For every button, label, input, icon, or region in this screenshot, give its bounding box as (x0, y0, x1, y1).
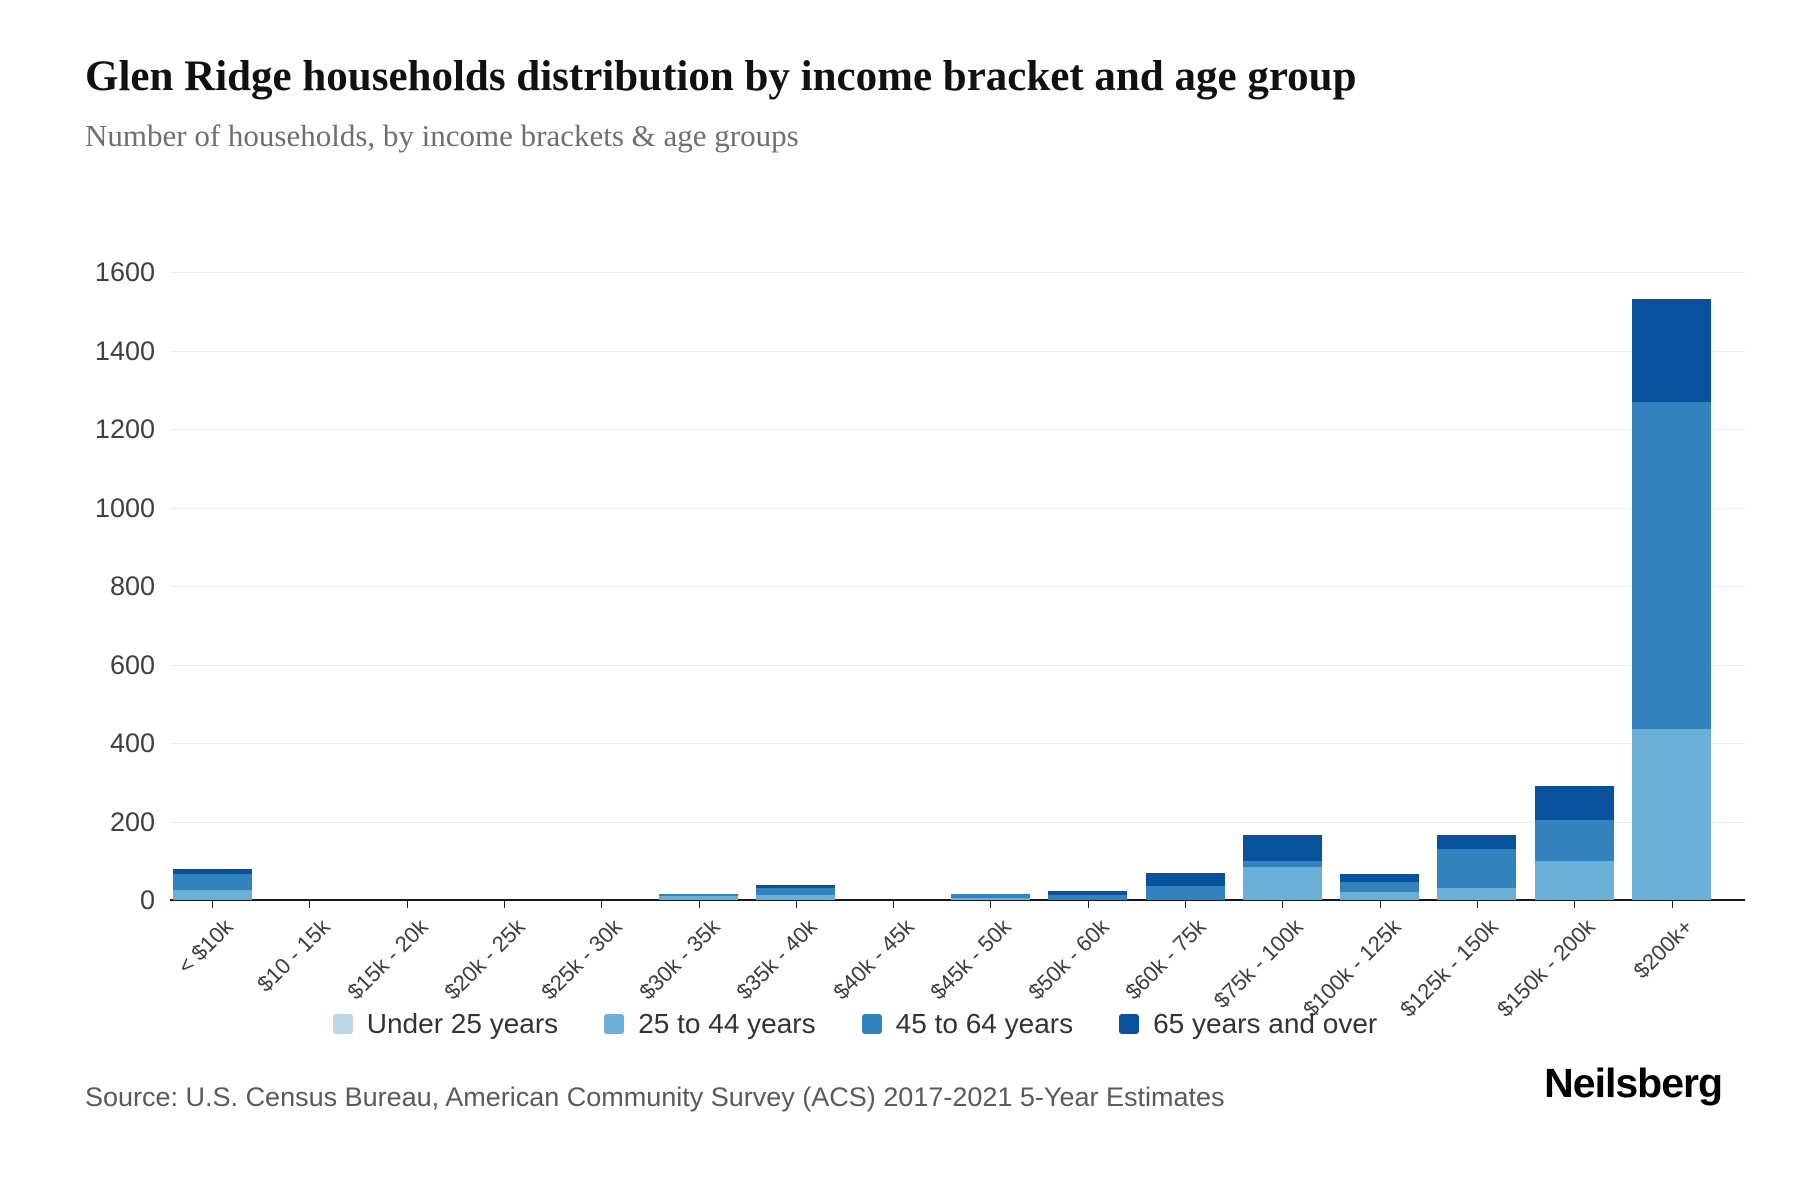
x-tick-label: < $10k (172, 914, 238, 979)
bar-segment[interactable] (172, 874, 252, 891)
bar-segment[interactable] (1145, 872, 1225, 887)
x-tick-label: $20k - 25k (439, 914, 530, 1005)
bar-segment[interactable] (1340, 874, 1420, 883)
legend-item[interactable]: 25 to 44 years (604, 1008, 816, 1040)
bar-segment[interactable] (1048, 895, 1128, 900)
y-tick-label: 1200 (94, 414, 155, 444)
x-tick-mark (1476, 900, 1478, 908)
legend-swatch-icon (861, 1014, 882, 1034)
y-gridline (170, 507, 1745, 509)
x-tick-mark (990, 900, 992, 908)
bar-segment[interactable] (756, 895, 836, 900)
legend-swatch-icon (332, 1014, 353, 1034)
bar-segment[interactable] (1340, 882, 1420, 893)
y-tick-label: 400 (109, 728, 155, 758)
x-tick-label: $60k - 75k (1120, 914, 1211, 1005)
x-tick-label: $15k - 20k (341, 914, 433, 1005)
x-tick-mark (1574, 900, 1576, 908)
bar-segment[interactable] (1242, 866, 1322, 900)
bar-segment[interactable] (1145, 886, 1225, 900)
legend-label: 65 years and over (1153, 1008, 1378, 1039)
y-gridline (170, 821, 1745, 823)
bar-segment[interactable] (950, 898, 1030, 900)
bar-segment[interactable] (172, 890, 252, 900)
x-tick-label: $75k - 100k (1209, 914, 1308, 1013)
x-tick-mark (1087, 900, 1089, 908)
x-tick-mark (406, 900, 408, 908)
x-tick-mark (893, 900, 895, 908)
x-tick-label: $40k - 45k (828, 914, 919, 1005)
x-tick-label: $100k - 125k (1297, 914, 1406, 1022)
x-tick-label: $125k - 150k (1394, 914, 1503, 1022)
x-tick-mark (601, 900, 603, 908)
legend-item[interactable]: 45 to 64 years (861, 1008, 1074, 1040)
x-tick-mark (795, 900, 797, 908)
y-tick-label: 1400 (94, 335, 155, 366)
x-tick-label: $30k - 35k (633, 914, 725, 1005)
y-tick-label: 600 (109, 649, 155, 680)
legend-label: 25 to 44 years (638, 1008, 816, 1039)
bar-segment[interactable] (1048, 891, 1128, 896)
y-gridline (170, 743, 1745, 744)
y-tick-label: 1000 (94, 492, 155, 523)
bar-segment[interactable] (1534, 819, 1614, 861)
y-gridline (170, 350, 1745, 352)
x-tick-label: $25k - 30k (536, 914, 627, 1005)
y-tick-label: 1600 (94, 257, 155, 287)
y-tick-label: 800 (109, 571, 155, 601)
legend-swatch-icon (604, 1014, 625, 1034)
legend-label: Under 25 years (366, 1008, 559, 1039)
bar-segment[interactable] (1632, 729, 1711, 900)
chart-legend: Under 25 years 25 to 44 years 45 to 64 yea… (0, 1008, 1710, 1040)
bar-segment[interactable] (756, 888, 836, 896)
bar-segment[interactable] (172, 868, 252, 875)
plot-area: 0 200 400 600 800 1000 1200 1400 1600 < $10k $10 -… (94, 257, 1745, 1022)
bar-segment[interactable] (1632, 299, 1711, 402)
y-gridline (170, 664, 1745, 666)
brand-logo: Neilsberg (1544, 1060, 1723, 1106)
x-tick-mark (1671, 900, 1673, 908)
bar-segment[interactable] (756, 885, 836, 889)
x-tick-label: $45k - 50k (925, 914, 1017, 1005)
x-tick-label: $50k - 60k (1023, 914, 1114, 1005)
legend-item[interactable]: Under 25 years (332, 1008, 559, 1040)
bar-segment[interactable] (659, 894, 738, 897)
bar-segment[interactable] (1242, 860, 1322, 867)
bar-segment[interactable] (659, 896, 738, 900)
chart-subtitle: Number of households, by income brackets… (85, 118, 799, 153)
x-tick-label: $10 - 15k (252, 914, 335, 997)
y-gridline (170, 429, 1745, 430)
legend-label: 45 to 64 years (895, 1008, 1074, 1039)
x-tick-mark (1379, 900, 1381, 908)
bar-segment[interactable] (1340, 892, 1420, 900)
x-axis-line (170, 899, 1745, 901)
legend-item[interactable]: 65 years and over (1119, 1008, 1377, 1040)
y-gridline (170, 586, 1745, 587)
legend-swatch-icon (1119, 1014, 1140, 1034)
x-tick-mark (698, 900, 700, 908)
x-tick-label: $35k - 40k (731, 914, 822, 1005)
bar-segment[interactable] (1242, 835, 1322, 861)
bar-segment[interactable] (1437, 835, 1517, 849)
x-tick-mark (309, 900, 311, 908)
source-note: Source: U.S. Census Bureau, American Com… (85, 1082, 1225, 1112)
x-tick-mark (1282, 900, 1284, 908)
bar-segment[interactable] (1534, 860, 1614, 900)
x-tick-mark (503, 900, 505, 908)
bar-segment[interactable] (1534, 786, 1614, 820)
y-gridline (170, 272, 1745, 273)
chart-title: Glen Ridge households distribution by in… (85, 53, 1357, 100)
bar-segment[interactable] (950, 894, 1030, 899)
x-tick-label: $200k+ (1628, 914, 1698, 984)
y-tick-label: 0 (139, 885, 155, 915)
x-tick-mark (1185, 900, 1186, 908)
bar-segment[interactable] (1632, 401, 1711, 730)
bar-segment[interactable] (1437, 888, 1517, 900)
x-tick-mark (212, 900, 213, 908)
y-tick-label: 200 (109, 806, 155, 837)
x-tick-label: $150k - 200k (1492, 914, 1600, 1022)
bar-segment[interactable] (1437, 848, 1517, 889)
